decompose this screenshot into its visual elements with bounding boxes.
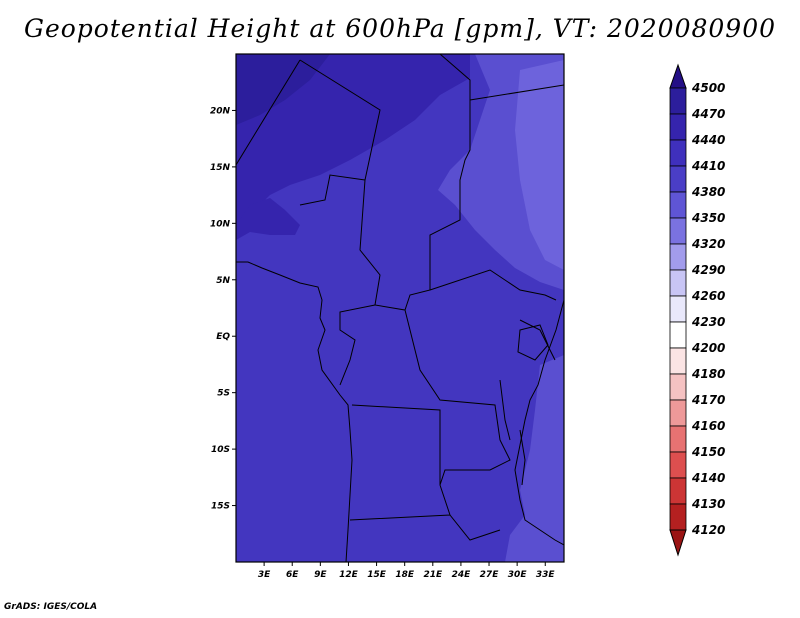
colorbar-label: 4350 xyxy=(691,211,725,225)
lake-malawi xyxy=(519,429,526,486)
colorbar-label: 4290 xyxy=(691,263,725,277)
colorbar-segment xyxy=(669,425,687,453)
colorbar-label: 4160 xyxy=(691,419,725,433)
lon-tick-label: 33E xyxy=(536,570,556,580)
lake-tanganyika xyxy=(499,379,511,441)
colorbar-label: 4170 xyxy=(691,393,725,407)
colorbar-segment xyxy=(669,347,687,375)
field-4380-southeast xyxy=(505,355,564,562)
colorbar-bottom-arrow xyxy=(669,529,687,557)
colorbar-label: 4410 xyxy=(691,159,725,173)
lat-tick-label: 15N xyxy=(210,163,231,173)
lon-tick-label: 24E xyxy=(452,570,472,580)
colorbar-label: 4130 xyxy=(691,497,725,511)
lat-tick-label: EQ xyxy=(216,332,230,342)
colorbar-top-arrow xyxy=(669,63,687,89)
colorbar-segment xyxy=(669,165,687,193)
lon-tick-label: 3E xyxy=(258,570,271,580)
colorbar-segment xyxy=(669,399,687,427)
lat-tick-label: 15S xyxy=(211,502,230,512)
field-4350-east xyxy=(515,60,564,270)
map-title: Geopotential Height at 600hPa [gpm], VT:… xyxy=(23,14,777,43)
colorbar-label: 4320 xyxy=(691,237,725,251)
colorbar-label: 4120 xyxy=(691,523,725,537)
lon-tick-label: 18E xyxy=(395,570,415,580)
coastline xyxy=(236,261,353,562)
lon-tick-label: 30E xyxy=(508,570,528,580)
colorbar-segment xyxy=(669,191,687,219)
lon-tick-label: 21E xyxy=(423,570,443,580)
plot-frame xyxy=(235,53,565,563)
field-4440-north xyxy=(236,54,470,225)
lon-tick-label: 9E xyxy=(314,570,327,580)
colorbar-label: 4380 xyxy=(691,185,725,199)
colorbar-label: 4260 xyxy=(691,289,725,303)
boundaries xyxy=(236,54,564,562)
colorbar-segment xyxy=(669,243,687,271)
colorbar-segment xyxy=(669,321,687,349)
field-4440-west xyxy=(236,198,300,240)
border-lines xyxy=(236,54,564,541)
lat-tick-label: 5S xyxy=(217,389,230,399)
lake-victoria xyxy=(517,324,549,361)
colorbar-label: 4440 xyxy=(691,133,725,147)
east-coastline xyxy=(514,299,564,546)
field-4470-north xyxy=(236,54,330,125)
colorbar-segment xyxy=(669,503,687,531)
colorbar-segment xyxy=(669,139,687,167)
grads-credit: GrADS: IGES/COLA xyxy=(4,602,98,612)
lon-tick-label: 6E xyxy=(286,570,299,580)
colorbar-segment xyxy=(669,451,687,479)
colorbar-label: 4230 xyxy=(691,315,725,329)
geopotential-field xyxy=(236,54,564,562)
lat-tick-label: 10N xyxy=(210,219,231,229)
lon-tick-label: 15E xyxy=(367,570,387,580)
lat-tick-label: 5N xyxy=(216,276,230,286)
lon-tick-label: 12E xyxy=(339,570,359,580)
colorbar-segment xyxy=(669,113,687,141)
colorbar-label: 4140 xyxy=(691,471,725,485)
colorbar-label: 4200 xyxy=(691,341,725,355)
colorbar-segment xyxy=(669,87,687,115)
lon-tick-label: 27E xyxy=(480,570,500,580)
colorbar-segment xyxy=(669,269,687,297)
colorbar-segment xyxy=(669,373,687,401)
latitude-axis: 20N 15N 10N 5N EQ 5S 10S 15S xyxy=(210,106,236,512)
colorbar-label: 4470 xyxy=(691,107,725,121)
colorbar-label: 4150 xyxy=(691,445,725,459)
colorbar: 4500 4470 4440 4410 4380 4350 4320 4290 4260 4230… xyxy=(669,63,725,557)
colorbar-label: 4500 xyxy=(691,81,725,95)
colorbar-segment xyxy=(669,477,687,505)
colorbar-segment xyxy=(669,295,687,323)
colorbar-segment xyxy=(669,217,687,245)
lat-tick-label: 20N xyxy=(210,106,231,116)
lat-tick-label: 10S xyxy=(211,445,230,455)
colorbar-label: 4180 xyxy=(691,367,725,381)
longitude-axis: 3E 6E 9E 12E 15E 18E 21E 24E 27E 30E 33E xyxy=(258,562,556,580)
